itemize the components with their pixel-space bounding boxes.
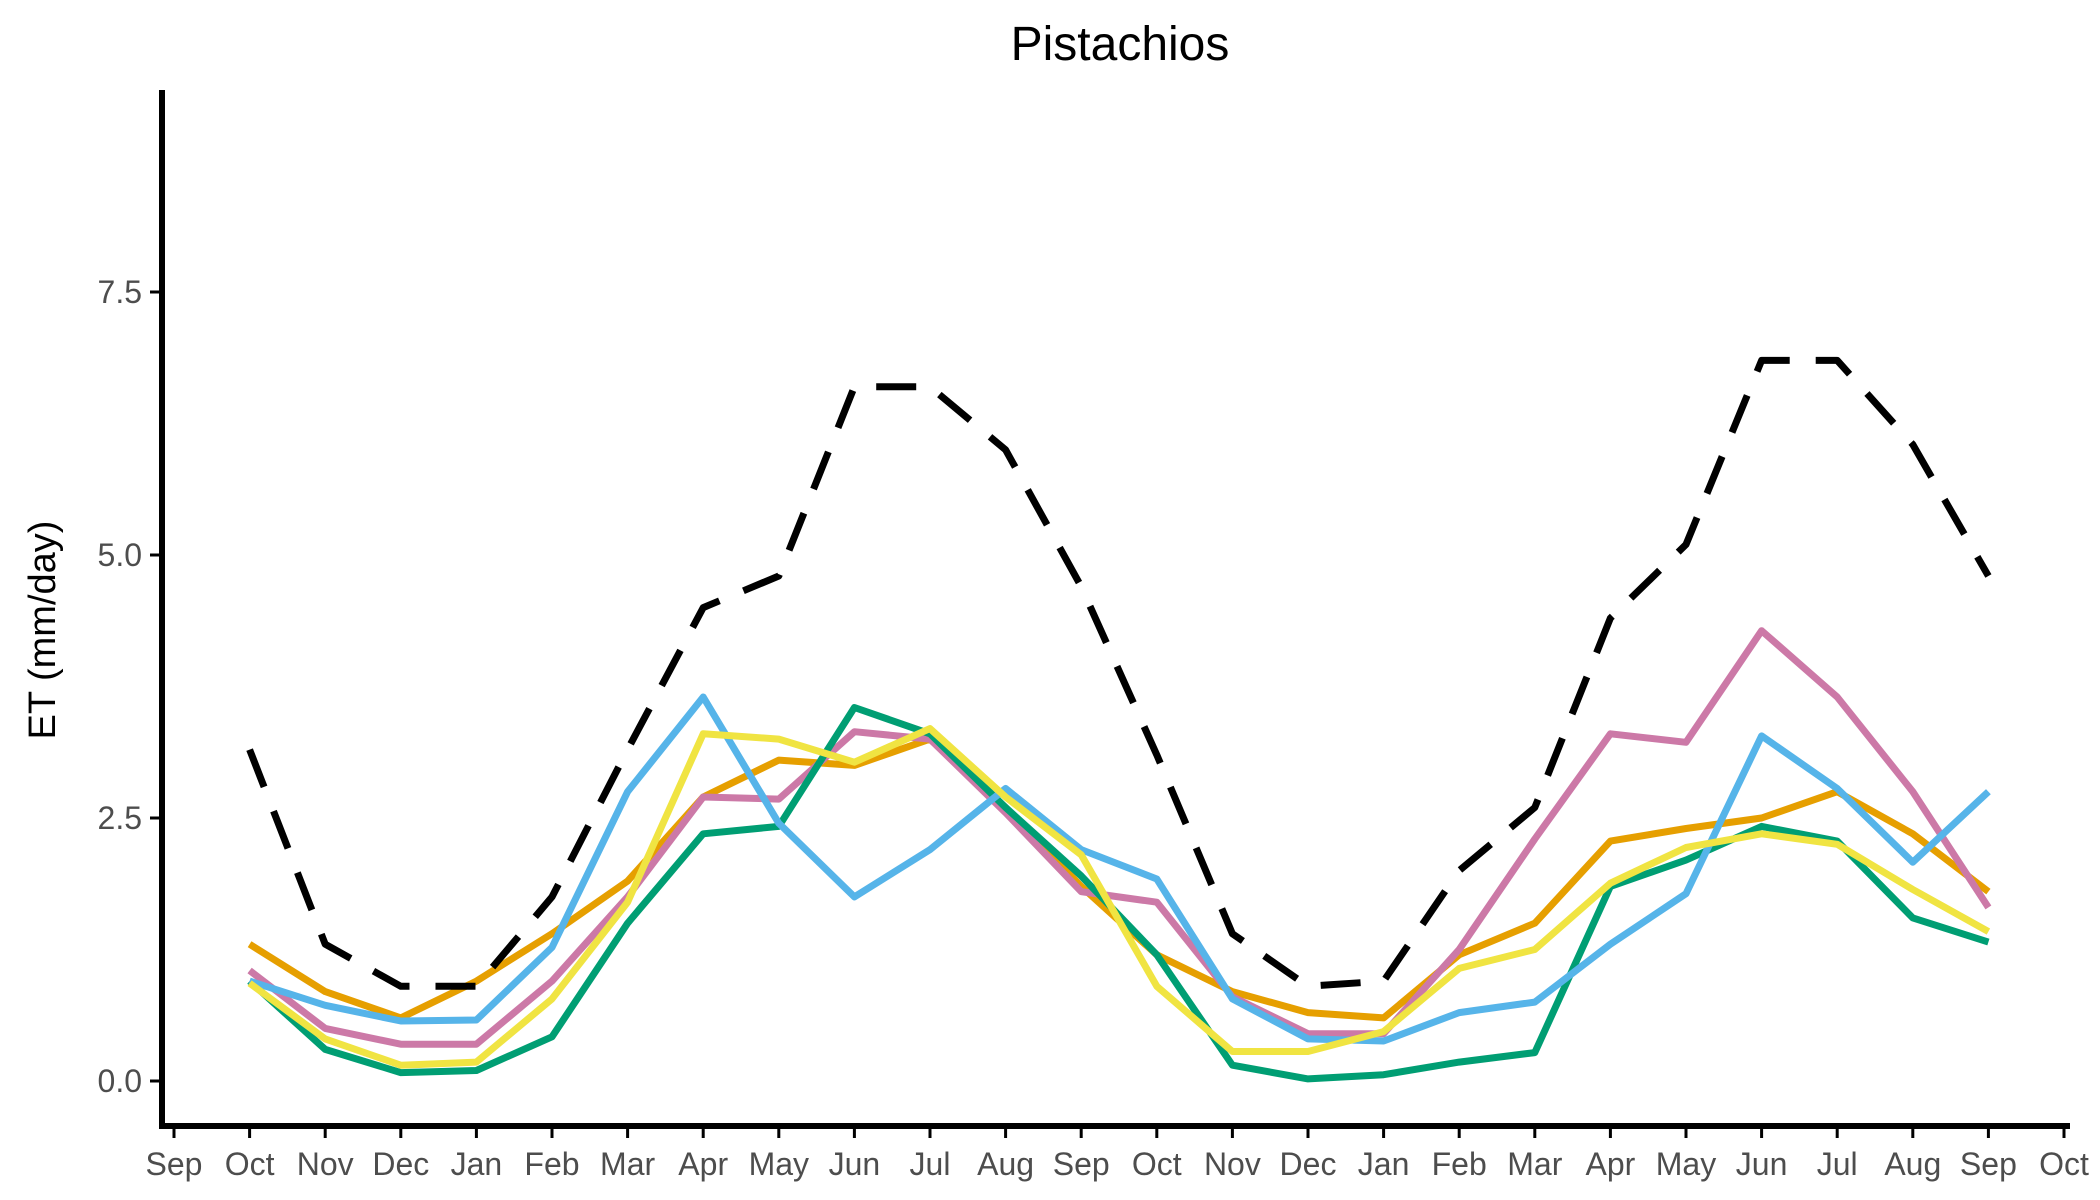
x-tick-label: May — [749, 1146, 809, 1182]
x-tick-label: Jul — [1817, 1146, 1858, 1182]
x-tick-label: Jul — [910, 1146, 951, 1182]
x-tick-label: Sep — [1053, 1146, 1110, 1182]
x-ticks: Sep Oct Nov Dec Jan Feb Mar Apr May Jun Jul Aug Sep O… — [146, 1126, 2089, 1182]
x-tick-label: Dec — [372, 1146, 429, 1182]
series-layer — [246, 356, 1992, 1083]
y-axis-label: ET (mm/day) — [22, 521, 64, 740]
x-tick-label: Oct — [1132, 1146, 1182, 1182]
x-tick-label: Feb — [1432, 1146, 1487, 1182]
y-tick-label: 2.5 — [98, 800, 142, 836]
y-tick-label: 0.0 — [98, 1063, 142, 1099]
series-line — [248, 693, 1991, 1045]
series-line — [247, 627, 1992, 1048]
x-tick-label: Jun — [829, 1146, 881, 1182]
x-tick-label: Mar — [600, 1146, 655, 1182]
x-tick-label: Dec — [1280, 1146, 1337, 1182]
x-tick-label: Aug — [977, 1146, 1034, 1182]
series-line — [247, 735, 1991, 1022]
y-ticks: 0.0 2.5 5.0 7.5 — [98, 274, 162, 1099]
x-tick-label: Jan — [451, 1146, 503, 1182]
axes-layer — [159, 90, 2070, 1129]
x-tick-label: Mar — [1507, 1146, 1562, 1182]
chart-title: Pistachios — [1011, 18, 1230, 71]
x-tick-label: Sep — [1960, 1146, 2017, 1182]
y-tick-label: 5.0 — [98, 537, 142, 573]
x-tick-label: Apr — [1586, 1146, 1636, 1182]
series-line — [246, 356, 1992, 990]
x-tick-label: Apr — [678, 1146, 728, 1182]
x-tick-label: May — [1656, 1146, 1716, 1182]
x-tick-label: Jan — [1358, 1146, 1410, 1182]
y-tick-label: 7.5 — [98, 274, 142, 310]
x-tick-label: Nov — [1204, 1146, 1261, 1182]
x-tick-label: Aug — [1884, 1146, 1941, 1182]
x-tick-label: Oct — [2039, 1146, 2089, 1182]
x-tick-label: Sep — [146, 1146, 203, 1182]
x-tick-label: Oct — [225, 1146, 275, 1182]
x-tick-label: Jun — [1736, 1146, 1788, 1182]
series-line — [247, 725, 1991, 1069]
x-tick-label: Feb — [524, 1146, 579, 1182]
series-line — [247, 704, 1990, 1083]
x-tick-label: Nov — [297, 1146, 354, 1182]
